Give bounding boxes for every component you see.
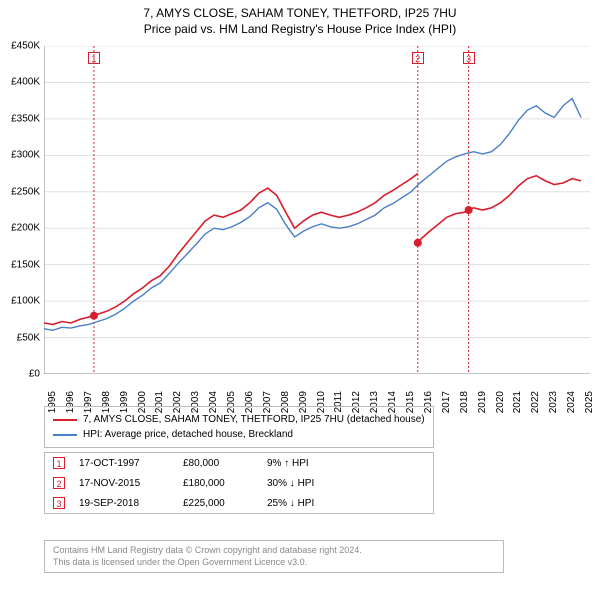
title-subtitle: Price paid vs. HM Land Registry's House … — [0, 22, 600, 38]
row-date: 17-OCT-1997 — [79, 458, 169, 469]
legend-label: 7, AMYS CLOSE, SAHAM TONEY, THETFORD, IP… — [83, 412, 425, 427]
row-marker: 2 — [53, 477, 65, 489]
row-price: £80,000 — [183, 458, 253, 469]
y-tick-label: £0 — [0, 369, 40, 380]
legend-swatch — [53, 434, 77, 436]
y-tick-label: £200K — [0, 223, 40, 234]
footer-line1: Contains HM Land Registry data © Crown c… — [53, 545, 495, 557]
footer: Contains HM Land Registry data © Crown c… — [44, 540, 504, 573]
x-tick-label: 2018 — [459, 391, 470, 413]
sales-table: 1 17-OCT-1997 £80,000 9% ↑ HPI 2 17-NOV-2015 £… — [44, 452, 434, 514]
y-tick-label: £250K — [0, 186, 40, 197]
row-delta: 9% ↑ HPI — [267, 458, 357, 469]
legend-swatch — [53, 419, 77, 421]
x-tick-label: 2017 — [441, 391, 452, 413]
y-tick-label: £400K — [0, 77, 40, 88]
sale-marker-box: 2 — [412, 52, 424, 64]
row-delta: 25% ↓ HPI — [267, 498, 357, 509]
y-tick-label: £150K — [0, 259, 40, 270]
x-tick-label: 2022 — [530, 391, 541, 413]
x-tick-label: 2025 — [584, 391, 595, 413]
x-tick-label: 2023 — [548, 391, 559, 413]
y-tick-label: £50K — [0, 332, 40, 343]
titles: 7, AMYS CLOSE, SAHAM TONEY, THETFORD, IP… — [0, 0, 600, 37]
y-tick-label: £450K — [0, 41, 40, 52]
sale-marker-box: 1 — [88, 52, 100, 64]
legend-label: HPI: Average price, detached house, Brec… — [83, 427, 293, 442]
legend-row: 7, AMYS CLOSE, SAHAM TONEY, THETFORD, IP… — [53, 412, 425, 427]
x-tick-label: 2019 — [477, 391, 488, 413]
row-date: 17-NOV-2015 — [79, 478, 169, 489]
table-row: 2 17-NOV-2015 £180,000 30% ↓ HPI — [45, 473, 433, 493]
row-price: £225,000 — [183, 498, 253, 509]
y-tick-label: £350K — [0, 113, 40, 124]
chart-area: £0£50K£100K£150K£200K£250K£300K£350K£400… — [44, 46, 590, 374]
y-tick-label: £100K — [0, 296, 40, 307]
x-tick-label: 2024 — [566, 391, 577, 413]
chart-svg — [44, 46, 590, 374]
x-tick-label: 2020 — [495, 391, 506, 413]
x-tick-label: 2021 — [512, 391, 523, 413]
table-row: 1 17-OCT-1997 £80,000 9% ↑ HPI — [45, 453, 433, 473]
row-price: £180,000 — [183, 478, 253, 489]
title-address: 7, AMYS CLOSE, SAHAM TONEY, THETFORD, IP… — [0, 6, 600, 22]
y-tick-label: £300K — [0, 150, 40, 161]
row-delta: 30% ↓ HPI — [267, 478, 357, 489]
sale-marker-box: 3 — [463, 52, 475, 64]
footer-line2: This data is licensed under the Open Gov… — [53, 557, 495, 569]
row-marker: 3 — [53, 497, 65, 509]
row-marker: 1 — [53, 457, 65, 469]
legend: 7, AMYS CLOSE, SAHAM TONEY, THETFORD, IP… — [44, 406, 434, 448]
table-row: 3 19-SEP-2018 £225,000 25% ↓ HPI — [45, 493, 433, 513]
row-date: 19-SEP-2018 — [79, 498, 169, 509]
figure: 7, AMYS CLOSE, SAHAM TONEY, THETFORD, IP… — [0, 0, 600, 590]
legend-row: HPI: Average price, detached house, Brec… — [53, 427, 425, 442]
